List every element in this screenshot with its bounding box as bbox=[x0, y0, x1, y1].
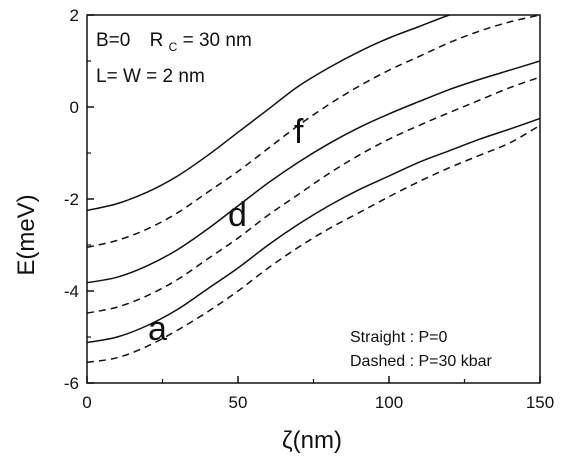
y-tick-label: -2 bbox=[64, 190, 79, 209]
x-tick-label: 150 bbox=[526, 393, 554, 412]
param-b: B=0 bbox=[96, 30, 130, 51]
series-f-dashed bbox=[87, 15, 540, 249]
curve-label-a: a bbox=[148, 310, 167, 348]
series-layer bbox=[87, 15, 540, 364]
legend-straight: Straight : P=0 bbox=[350, 329, 447, 346]
parameter-annotation: B=0 R C = 30 nm L= W = 2 nm bbox=[96, 30, 252, 87]
plot-area: 0 50 100 150 2 0 -2 -4 -6 bbox=[64, 6, 554, 412]
series-d-solid bbox=[87, 60, 540, 284]
param-r-value: = 30 nm bbox=[183, 30, 252, 51]
x-axis-label: ζ(nm) bbox=[282, 427, 342, 454]
legend: Straight : P=0 Dashed : P=30 kbar bbox=[350, 329, 493, 370]
x-tick-label: 50 bbox=[229, 393, 248, 412]
y-tick-label: -4 bbox=[64, 282, 79, 301]
x-tick-label: 0 bbox=[82, 393, 91, 412]
x-tick-label: 100 bbox=[375, 393, 403, 412]
curve-label-d: d bbox=[228, 196, 247, 234]
legend-dashed: Dashed : P=30 kbar bbox=[350, 353, 493, 370]
y-tick-label: 2 bbox=[70, 6, 79, 25]
y-tick-label: -6 bbox=[64, 374, 79, 393]
curve-label-f: f bbox=[294, 113, 304, 151]
svg-text:B=0 R C = 30: B=0 R C = 30 nm bbox=[96, 30, 252, 56]
param-r-subscript: C bbox=[169, 40, 178, 54]
y-tick-label: 0 bbox=[70, 98, 79, 117]
param-lw: L= W = 2 nm bbox=[96, 66, 205, 87]
tick-layer: 0 50 100 150 2 0 -2 -4 -6 bbox=[64, 6, 554, 412]
y-axis-label: E(meV) bbox=[13, 194, 40, 275]
series-a-solid bbox=[87, 117, 540, 344]
series-d-dashed bbox=[87, 76, 540, 314]
series-f-solid bbox=[87, 15, 452, 212]
param-r: R bbox=[150, 30, 164, 51]
